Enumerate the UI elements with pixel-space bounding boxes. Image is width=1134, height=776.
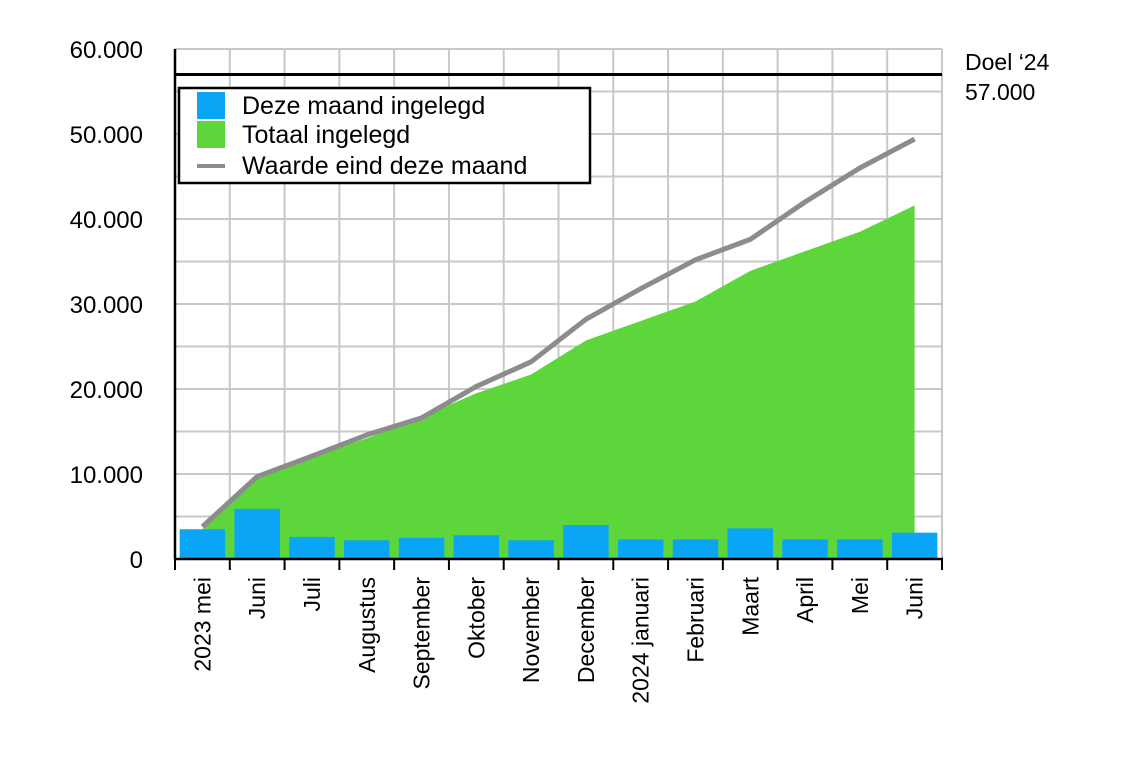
y-tick-label: 60.000 bbox=[70, 37, 143, 64]
y-tick-label: 20.000 bbox=[70, 377, 143, 404]
x-tick-label: Juli bbox=[299, 577, 325, 612]
x-tick-label: November bbox=[518, 577, 544, 683]
x-tick-label: April bbox=[792, 577, 818, 623]
area-total-ingelegd bbox=[202, 205, 915, 559]
bar-deze-maand-ingelegd bbox=[398, 537, 445, 559]
bar-deze-maand-ingelegd bbox=[727, 528, 773, 559]
legend-label-value: Waarde eind deze maand bbox=[242, 152, 527, 180]
x-tick-label: Februari bbox=[682, 577, 708, 663]
x-tick-label: 2023 mei bbox=[189, 577, 215, 672]
axes bbox=[173, 49, 943, 570]
value-line-layer bbox=[200, 136, 916, 529]
x-tick-label: Mei bbox=[847, 577, 873, 614]
bar-deze-maand-ingelegd bbox=[508, 540, 554, 559]
goal-label-line2: 57.000 bbox=[965, 79, 1035, 105]
y-tick-label: 50.000 bbox=[70, 122, 143, 149]
goal-label-line1: Doel ‘24 bbox=[965, 49, 1050, 75]
x-tick-label: December bbox=[573, 577, 599, 683]
bar-deze-maand-ingelegd bbox=[234, 508, 280, 559]
legend-label-monthly: Deze maand ingelegd bbox=[242, 92, 485, 120]
y-tick-label: 10.000 bbox=[70, 462, 143, 489]
total-area-layer bbox=[202, 205, 915, 559]
bar-deze-maand-ingelegd bbox=[617, 539, 664, 559]
x-tick-label: Juni bbox=[902, 577, 928, 619]
bar-deze-maand-ingelegd bbox=[672, 539, 719, 559]
line-waarde-eind-deze-maand bbox=[200, 136, 916, 529]
bar-deze-maand-ingelegd bbox=[563, 525, 609, 559]
x-tick-label: 2024 januari bbox=[628, 577, 654, 704]
bar-deze-maand-ingelegd bbox=[782, 539, 828, 559]
y-tick-label: 0 bbox=[130, 547, 143, 574]
x-tick-label: September bbox=[409, 577, 435, 690]
goal-layer: Doel ‘24 57.000 bbox=[175, 49, 1050, 105]
y-tick-label: 40.000 bbox=[70, 207, 143, 234]
monthly-bars-layer bbox=[179, 508, 938, 559]
bar-deze-maand-ingelegd bbox=[344, 540, 390, 559]
legend-swatch-monthly bbox=[197, 92, 225, 119]
legend-box bbox=[177, 86, 592, 185]
bar-deze-maand-ingelegd bbox=[179, 529, 226, 559]
bar-deze-maand-ingelegd bbox=[837, 539, 883, 559]
legend-label-total: Totaal ingelegd bbox=[242, 121, 410, 149]
x-tick-labels: 2023 mei Juni Juli Augustus September Oktober… bbox=[189, 576, 927, 703]
x-tick-label: Augustus bbox=[354, 577, 380, 673]
legend-swatch-total bbox=[197, 121, 225, 148]
legend: Deze maand ingelegd Totaal ingelegd Waar… bbox=[177, 86, 592, 185]
bar-deze-maand-ingelegd bbox=[453, 535, 500, 559]
y-tick-labels: 0 10.000 20.000 30.000 40.000 50.000 60.000 bbox=[70, 37, 143, 574]
x-tick-label: Maart bbox=[737, 576, 763, 635]
y-tick-label: 30.000 bbox=[70, 292, 143, 319]
bar-deze-maand-ingelegd bbox=[891, 532, 938, 559]
x-tick-label: Oktober bbox=[463, 577, 489, 659]
bar-deze-maand-ingelegd bbox=[289, 536, 335, 559]
x-tick-label: Juni bbox=[244, 577, 270, 619]
